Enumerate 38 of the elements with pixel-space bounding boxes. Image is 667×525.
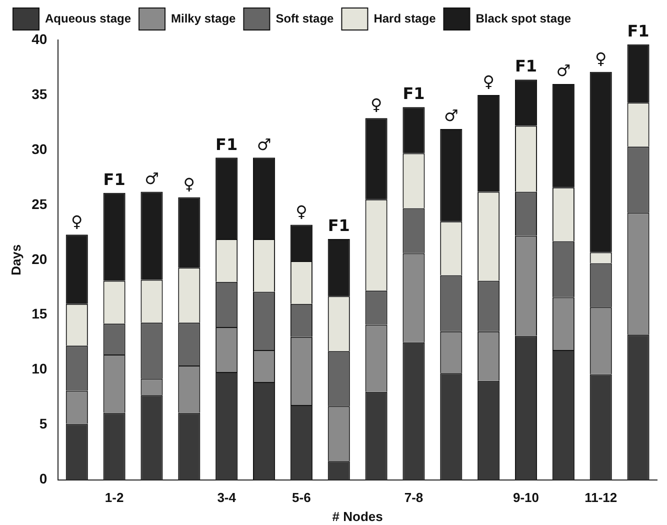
data-label: ♀ xyxy=(482,72,494,92)
data-label: ♀ xyxy=(183,174,196,194)
y-tick-label: 15 xyxy=(32,306,48,322)
y-tick-label: 0 xyxy=(39,470,48,487)
x-tick-label: 5-6 xyxy=(292,490,311,506)
legend-label: Soft stage xyxy=(276,11,334,26)
data-label: ♂ xyxy=(444,106,458,126)
y-tick-label: 20 xyxy=(32,250,48,267)
data-label: ♀ xyxy=(370,95,382,114)
data-label: F1 xyxy=(216,134,238,154)
x-tick-label: 9-10 xyxy=(512,490,540,506)
data-label: ♂ xyxy=(556,61,571,80)
data-label: F1 xyxy=(328,216,350,236)
data-label: F1 xyxy=(627,22,650,41)
data-label: F1 xyxy=(402,84,425,104)
y-tick-label: 35 xyxy=(32,86,48,102)
y-tick-label: 40 xyxy=(32,30,48,47)
data-label: ♀ xyxy=(71,212,83,231)
x-tick-label: 7-8 xyxy=(404,490,424,506)
y-tick-label: 25 xyxy=(32,196,48,212)
data-label: ♀ xyxy=(595,49,607,68)
x-tick-label: 11-12 xyxy=(584,490,618,506)
legend-label: Milky stage xyxy=(171,11,236,26)
y-tick-label: 5 xyxy=(39,416,48,432)
y-tick-label: 30 xyxy=(32,140,48,157)
y-tick-label: 10 xyxy=(32,360,48,377)
data-label: ♀ xyxy=(296,202,308,221)
x-tick-label: 1-2 xyxy=(104,490,124,506)
x-axis-title: # Nodes xyxy=(332,508,383,524)
data-label: F1 xyxy=(514,56,538,76)
legend-label: Aqueous stage xyxy=(45,11,132,26)
data-label: ♂ xyxy=(144,168,159,188)
data-label: F1 xyxy=(103,170,126,189)
data-label: ♂ xyxy=(256,134,272,154)
legend-label: Black spot stage xyxy=(476,11,572,26)
x-tick-label: 3-4 xyxy=(217,490,237,506)
legend-label: Hard stage xyxy=(374,11,436,26)
y-axis-title: Days xyxy=(8,244,24,276)
